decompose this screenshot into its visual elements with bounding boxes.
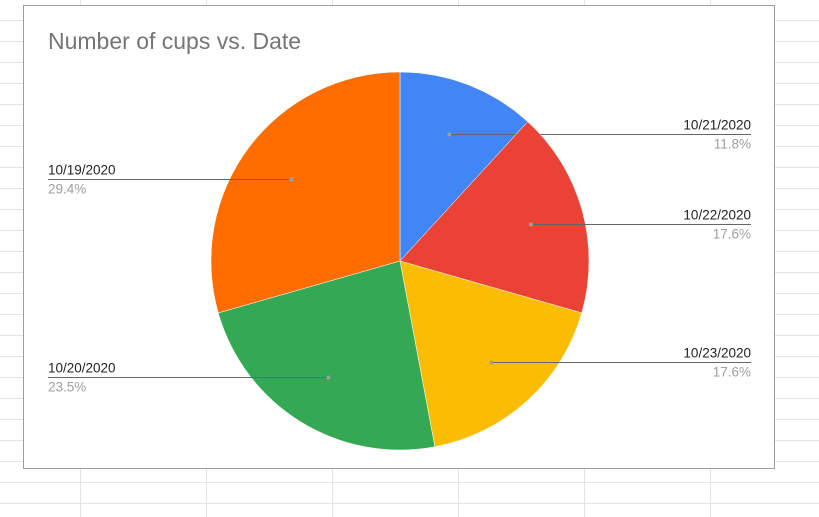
slice-leader-dot (289, 177, 294, 182)
chart-container[interactable]: Number of cups vs. Date 10/21/2020 11.8% 1… (23, 5, 775, 469)
pie-slice[interactable] (399, 260, 583, 448)
slice-leader-dot (528, 222, 533, 227)
slice-percent-label: 29.4% (48, 182, 86, 197)
pie-slice[interactable] (399, 121, 590, 314)
pie-slice[interactable] (210, 71, 401, 314)
slice-leader-dot (447, 132, 452, 137)
chart-title: Number of cups vs. Date (48, 28, 302, 54)
slice-percent-label: 17.6% (713, 365, 751, 380)
slice-label: 10/20/2020 (48, 361, 116, 376)
slice-label: 10/19/2020 (48, 163, 116, 178)
slice-leader-dot (489, 360, 494, 365)
pie-chart: 10/21/2020 11.8% 10/22/2020 17.6% 10/23/2020… (48, 71, 751, 451)
slice-label: 10/21/2020 (683, 118, 751, 133)
slice-percent-label: 23.5% (48, 380, 86, 395)
slice-leader-dot (326, 375, 331, 380)
slice-label: 10/22/2020 (683, 208, 751, 223)
pie-slice[interactable] (399, 71, 529, 262)
slice-percent-label: 17.6% (713, 227, 751, 242)
pie-slice[interactable] (217, 260, 436, 451)
slice-percent-label: 11.8% (714, 137, 751, 152)
slice-label: 10/23/2020 (683, 346, 751, 361)
